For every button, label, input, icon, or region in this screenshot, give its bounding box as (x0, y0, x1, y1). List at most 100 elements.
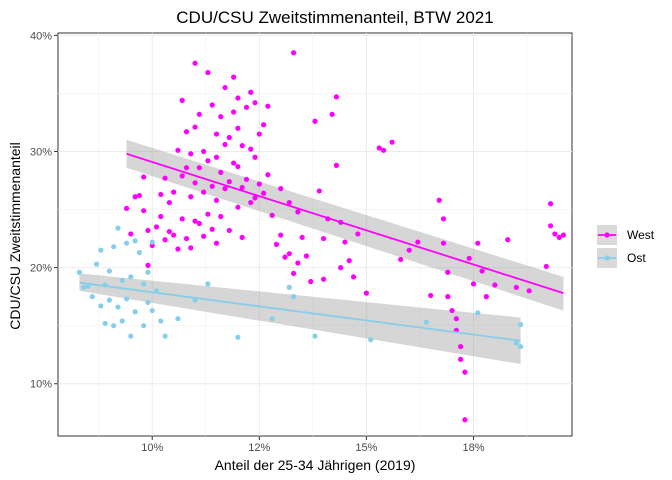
point-west (235, 95, 241, 101)
chart-title: CDU/CSU Zweitstimmenanteil, BTW 2021 (176, 8, 493, 27)
point-west (320, 276, 327, 282)
point-west (213, 240, 220, 246)
point-west (235, 204, 241, 210)
point-west (445, 294, 451, 300)
point-ost (123, 240, 130, 246)
point-west (188, 245, 194, 251)
point-west (380, 147, 387, 153)
point-west (308, 278, 314, 285)
point-west (261, 122, 267, 128)
point-west (543, 263, 549, 270)
legend-point (604, 255, 610, 261)
point-ost (141, 281, 147, 287)
point-west (201, 148, 207, 155)
point-ost (132, 238, 138, 244)
point-west (136, 192, 142, 199)
point-west (273, 241, 280, 247)
point-west (470, 281, 477, 287)
point-west (239, 184, 245, 191)
point-ost (111, 244, 117, 250)
point-west (445, 269, 451, 275)
point-west (316, 188, 322, 194)
point-west (243, 176, 250, 182)
point-ost (128, 274, 134, 280)
point-west (248, 89, 254, 95)
point-ost (149, 239, 155, 245)
point-ost (128, 333, 134, 339)
point-west (231, 74, 237, 80)
legend-label: West (627, 228, 655, 242)
point-west (226, 227, 232, 234)
point-ost (119, 277, 125, 283)
grid-lines (58, 33, 572, 436)
point-west (183, 235, 190, 242)
point-west (350, 274, 357, 280)
point-west (398, 256, 404, 263)
point-west (218, 114, 224, 120)
legend-point (604, 232, 610, 238)
point-ost (518, 343, 524, 350)
point-west (141, 174, 147, 180)
legend-label: Ost (627, 251, 646, 265)
point-west (158, 213, 164, 220)
point-west (153, 224, 160, 230)
point-ost (145, 299, 151, 306)
point-west (440, 216, 447, 222)
point-west (188, 194, 194, 200)
point-west (239, 143, 245, 149)
point-west (278, 186, 284, 192)
point-west (179, 173, 185, 179)
y-tick-label: 40% (30, 30, 52, 42)
point-west (278, 232, 284, 238)
point-west (415, 239, 421, 245)
point-west (231, 109, 237, 115)
point-ost (141, 323, 147, 329)
point-west (261, 190, 267, 196)
point-west (290, 50, 297, 56)
legend-item-west: West (597, 225, 655, 245)
point-west (141, 208, 147, 214)
point-west (209, 183, 215, 189)
point-west (547, 223, 554, 229)
point-west (406, 247, 412, 253)
point-west (201, 233, 207, 239)
point-west (355, 231, 361, 237)
point-west (505, 237, 511, 243)
point-west (560, 232, 567, 238)
x-tick-label: 15% (355, 442, 377, 454)
point-ost (475, 310, 481, 316)
point-west (440, 240, 447, 246)
point-west (162, 237, 168, 243)
panel-border (57, 32, 573, 437)
legend: West Ost (597, 225, 655, 268)
data-points (76, 50, 567, 423)
point-west (192, 60, 198, 66)
point-ost (115, 304, 121, 310)
point-west (145, 262, 151, 268)
point-west (196, 111, 202, 117)
point-west (175, 246, 181, 252)
point-west (183, 165, 190, 171)
point-west (269, 212, 275, 218)
point-ost (158, 318, 164, 324)
point-ost (205, 281, 211, 287)
point-west (265, 172, 271, 178)
point-west (205, 211, 211, 217)
point-west (449, 307, 455, 314)
point-ost (290, 294, 297, 300)
point-west (123, 205, 130, 211)
point-west (346, 258, 352, 264)
trend-lines (79, 152, 564, 342)
point-west (188, 151, 194, 157)
point-west (475, 240, 481, 246)
point-west (145, 227, 151, 234)
point-west (526, 288, 532, 294)
point-west (256, 131, 262, 137)
confidence-ribbons (79, 139, 564, 364)
point-west (295, 260, 301, 266)
point-west (248, 199, 254, 206)
point-ost (106, 268, 112, 274)
point-west (183, 129, 190, 135)
point-west (218, 213, 224, 220)
point-west (295, 209, 301, 215)
